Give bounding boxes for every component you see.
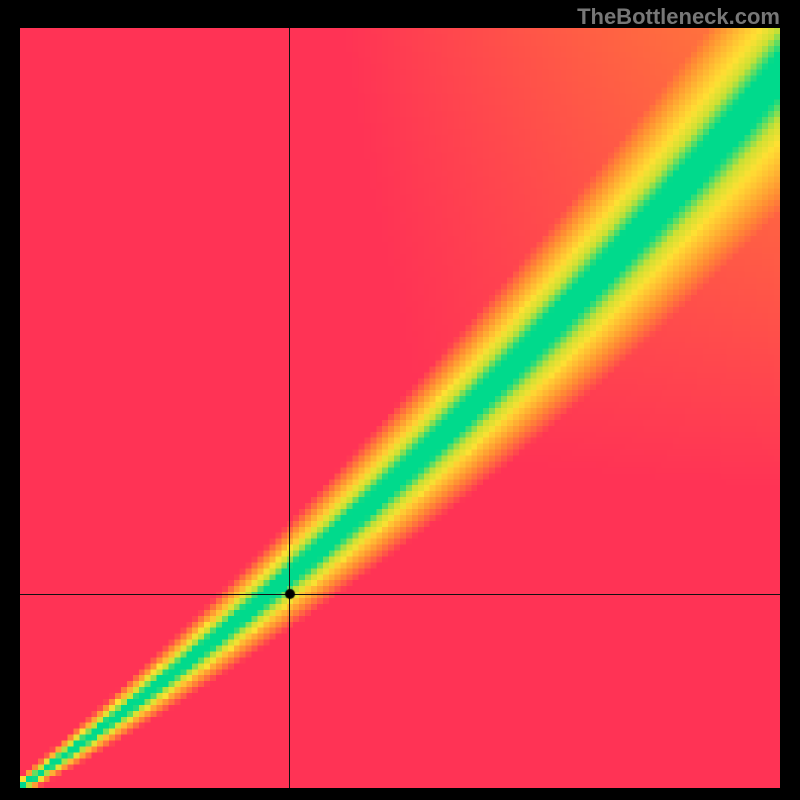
bottleneck-heatmap [20, 28, 780, 788]
watermark-label: TheBottleneck.com [577, 4, 780, 30]
crosshair-horizontal-line [20, 594, 780, 595]
crosshair-marker-dot [284, 588, 296, 600]
crosshair-vertical-line [289, 28, 290, 788]
chart-container: TheBottleneck.com [0, 0, 800, 800]
